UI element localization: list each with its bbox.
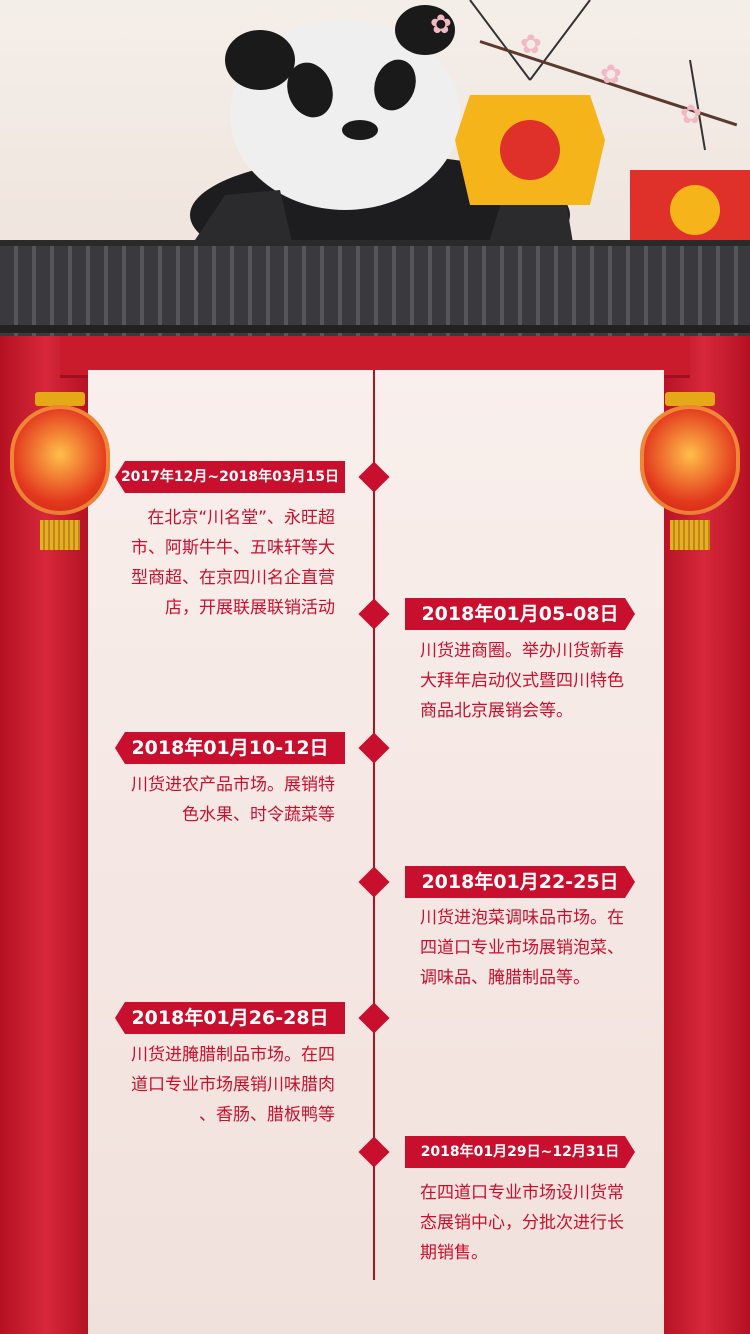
lantern-cap [665,392,715,406]
event-description: 在北京“川名堂”、永旺超 市、阿斯牛牛、五味轩等大 型商超、在京四川名企直营 店… [131,508,335,618]
event-date: 2018年01月10-12日 [115,732,345,764]
blossom-icon: ✿ [430,10,452,40]
event-description: 川货进农产品市场。展销特 色水果、时令蔬菜等 [131,775,335,825]
event-description: 川货进泡菜调味品市场。在 四道口专业市场展销泡菜、 调味品、腌腊制品等。 [420,908,624,988]
event-description: 川货进商圈。举办川货新春 大拜年启动仪式暨四川特色 商品北京展销会等。 [420,641,624,721]
lantern-tassel [670,520,710,550]
blossom-icon: ✿ [680,100,702,130]
panda-illustration [185,5,575,255]
lantern-tassel [40,520,80,550]
event-date: 2018年01月22-25日 [405,866,635,898]
tile-roof [0,240,750,336]
event-description: 在四道口专业市场设川货常 态展销中心，分批次进行长 期销售。 [420,1183,624,1263]
roof-eave [0,325,750,333]
event-date: 2018年01月05-08日 [405,598,635,630]
event-description: 川货进腌腊制品市场。在四 道口专业市场展销川味腊肉 、香肠、腊板鸭等 [131,1045,335,1125]
content-panel [88,370,664,1334]
blossom-icon: ✿ [600,60,622,90]
event-date: 2017年12月~2018年03月15日 [115,461,345,493]
right-lantern [640,405,740,515]
event-date: 2018年01月29日~12月31日 [405,1136,635,1168]
lantern-cap [35,392,85,406]
timeline-axis [373,370,375,1280]
blossom-icon: ✿ [520,30,542,60]
left-lantern [10,405,110,515]
top-lanterns [455,0,750,240]
event-date: 2018年01月26-28日 [115,1002,345,1034]
